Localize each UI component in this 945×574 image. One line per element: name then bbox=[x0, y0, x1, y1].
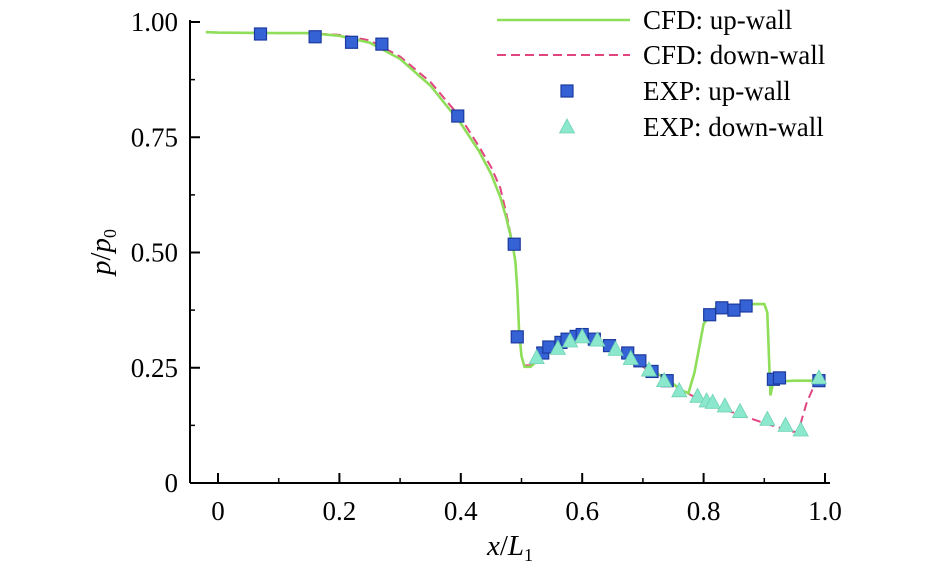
legend-item: CFD: up-wall bbox=[497, 5, 792, 35]
data-point-exp-up-wall bbox=[715, 301, 729, 315]
x-tick-label: 0.2 bbox=[323, 496, 357, 526]
data-point-exp-down-wall bbox=[704, 393, 721, 409]
y-axis-label: p/p0 bbox=[85, 229, 120, 277]
legend-label: CFD: down-wall bbox=[643, 40, 825, 70]
x-tick-label: 0.4 bbox=[444, 496, 478, 526]
data-point-exp-down-wall bbox=[622, 349, 639, 365]
legend-label: EXP: down-wall bbox=[643, 112, 824, 142]
data-point-exp-down-wall bbox=[607, 340, 624, 356]
x-ticks: 0 0.2 0.4 0.6 0.8 1.0 bbox=[211, 473, 842, 526]
x-tick-label: 0.6 bbox=[565, 496, 599, 526]
y-axis-label-group: p/p0 bbox=[85, 229, 120, 277]
data-point-exp-up-wall bbox=[772, 371, 787, 385]
data-point-exp-up-wall bbox=[739, 299, 753, 313]
data-point-exp-up-wall bbox=[344, 35, 359, 49]
x-tick-label: 0.8 bbox=[687, 496, 721, 526]
x-axis-label: x/L1 bbox=[486, 530, 533, 565]
y-tick-label: 0 bbox=[165, 468, 179, 498]
legend: CFD: up-wall CFD: down-wall EXP: up-wall EX… bbox=[497, 5, 825, 142]
data-point-exp-down-wall bbox=[655, 371, 673, 388]
data-point-exp-up-wall bbox=[253, 27, 268, 41]
data-point-exp-down-wall bbox=[671, 381, 688, 398]
x-tick-label: 0 bbox=[211, 496, 225, 526]
y-tick-label: 1.00 bbox=[131, 7, 178, 37]
plot-area: 0 0.2 0.4 0.6 0.8 1.0 0 0.25 0.50 0.75 1.00 bbox=[131, 7, 842, 526]
legend-swatch-square bbox=[560, 84, 574, 98]
y-tick-label: 0.25 bbox=[131, 353, 178, 383]
data-point-exp-down-wall bbox=[689, 387, 706, 403]
data-point-exp-down-wall bbox=[810, 369, 828, 385]
data-point-exp-up-wall bbox=[727, 303, 741, 317]
legend-item: EXP: up-wall bbox=[560, 76, 791, 106]
data-point-exp-up-wall bbox=[375, 37, 389, 51]
data-point-exp-down-wall bbox=[561, 332, 579, 348]
y-tick-label: 0.75 bbox=[131, 122, 178, 152]
x-tick-label: 1.0 bbox=[808, 496, 842, 526]
data-point-exp-up-wall bbox=[510, 330, 524, 344]
legend-label: CFD: up-wall bbox=[643, 5, 792, 35]
data-point-exp-down-wall bbox=[549, 339, 567, 355]
data-point-exp-up-wall bbox=[703, 308, 717, 322]
data-point-exp-up-wall bbox=[308, 30, 322, 44]
data-point-exp-down-wall bbox=[640, 361, 658, 377]
legend-item: CFD: down-wall bbox=[497, 40, 825, 70]
legend-label: EXP: up-wall bbox=[643, 76, 791, 106]
data-point-exp-down-wall bbox=[777, 416, 794, 432]
legend-item: EXP: down-wall bbox=[558, 112, 824, 142]
data-point-exp-down-wall bbox=[792, 421, 809, 437]
y-tick-label: 0.50 bbox=[131, 238, 178, 268]
data-point-exp-down-wall bbox=[731, 402, 749, 418]
y-ticks: 0 0.25 0.50 0.75 1.00 bbox=[131, 7, 200, 498]
series-layer bbox=[205, 27, 828, 437]
data-point-exp-down-wall bbox=[716, 397, 734, 413]
legend-swatch-triangle bbox=[558, 118, 576, 134]
data-point-exp-down-wall bbox=[589, 331, 606, 347]
data-point-exp-down-wall bbox=[759, 410, 776, 426]
data-point-exp-up-wall bbox=[507, 237, 521, 251]
data-point-exp-down-wall bbox=[574, 328, 591, 344]
data-point-exp-down-wall bbox=[528, 348, 545, 365]
data-point-exp-up-wall bbox=[451, 109, 465, 123]
